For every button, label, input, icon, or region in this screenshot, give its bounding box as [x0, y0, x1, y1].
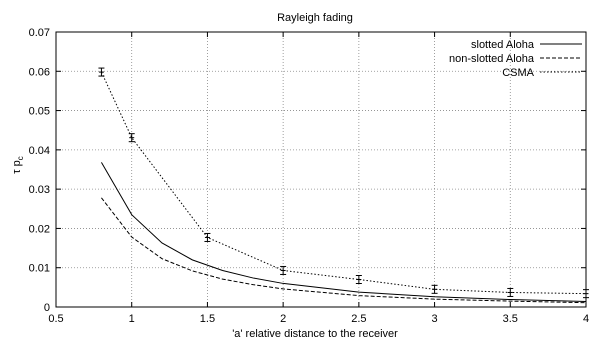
y-tick-label: 0.05 [29, 106, 50, 118]
y-tick-label: 0.02 [29, 223, 50, 235]
y-tick-label: 0.01 [29, 263, 50, 275]
y-tick-label: 0.04 [29, 145, 50, 157]
legend: slotted Aloha non-slotted Aloha CSMA [449, 39, 582, 79]
series-non-slotted-aloha [101, 197, 587, 304]
series-csma [98, 67, 589, 299]
y-tick-label: 0 [44, 302, 50, 314]
axes-layer: 0.5 1 1.5 2 2.5 3 3.5 4 0 0.01 0.02 0.03 0.04 0.05 0.0… [29, 27, 589, 325]
x-tick-label: 3 [432, 313, 438, 325]
legend-label: slotted Aloha [471, 39, 535, 51]
legend-label: CSMA [502, 67, 534, 79]
y-axis-label: τ pc [11, 156, 25, 174]
series-layer [98, 67, 589, 304]
y-tick-label: 0.06 [29, 66, 50, 78]
x-tick-label: 1 [129, 313, 135, 325]
y-tick-label: 0.03 [29, 184, 50, 196]
x-tick-label: 0.5 [48, 313, 63, 325]
plot-frame [55, 31, 587, 308]
x-tick-label: 1.5 [200, 313, 215, 325]
x-tick-label: 2 [280, 313, 286, 325]
x-tick-label: 2.5 [351, 313, 366, 325]
grid-layer [56, 32, 586, 307]
series-line [100, 162, 587, 302]
series-slotted-aloha [100, 162, 587, 302]
x-axis-label: 'a' relative distance to the receiver [232, 328, 398, 340]
y-axis-label-subscript: c [16, 156, 25, 160]
series-line [101, 197, 587, 304]
series-line [100, 71, 587, 295]
legend-label: non-slotted Aloha [449, 53, 535, 65]
y-axis-label-main: τ p [11, 160, 23, 174]
x-tick-label: 4 [583, 313, 589, 325]
svg-text:τ pc: τ pc [11, 156, 25, 174]
y-tick-label: 0.07 [29, 27, 50, 39]
x-tick-label: 3.5 [503, 313, 518, 325]
chart-title: Rayleigh fading [277, 12, 353, 24]
